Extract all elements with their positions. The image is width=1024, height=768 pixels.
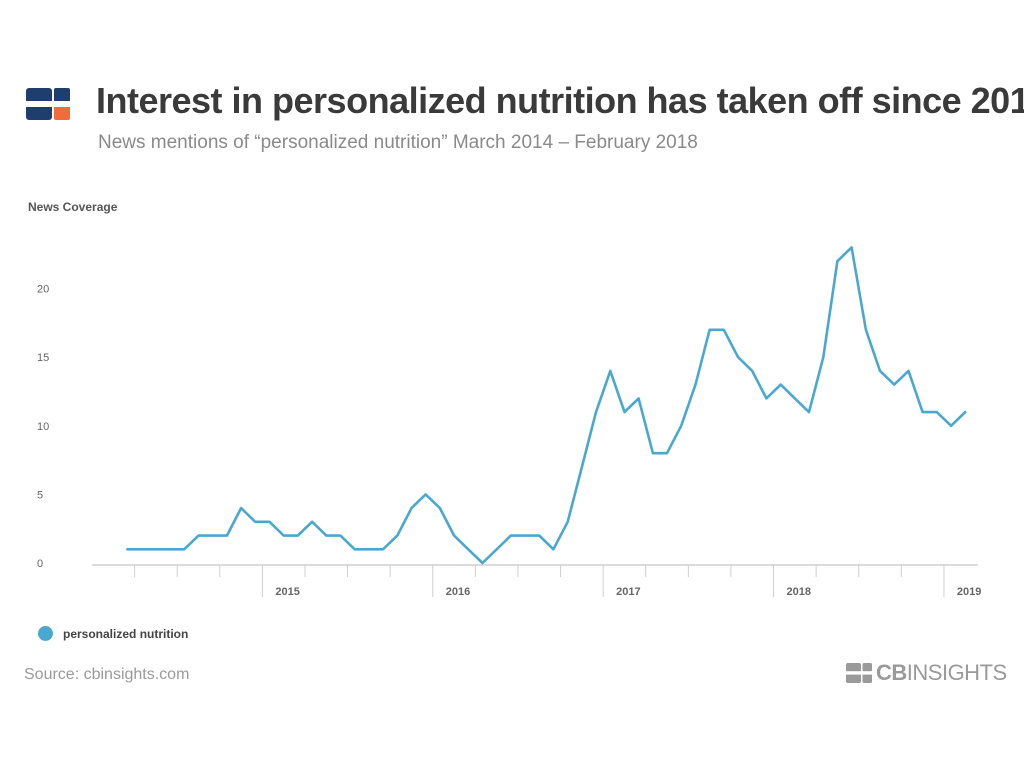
data-point[interactable]: [877, 368, 883, 374]
data-point[interactable]: [153, 546, 159, 552]
data-point[interactable]: [181, 546, 187, 552]
data-point[interactable]: [834, 258, 840, 264]
data-point[interactable]: [508, 533, 514, 539]
series-line-personalized-nutrition: [126, 246, 967, 565]
data-point[interactable]: [650, 450, 656, 456]
data-point[interactable]: [281, 533, 287, 539]
data-point[interactable]: [252, 519, 258, 525]
data-point[interactable]: [678, 423, 684, 429]
data-point[interactable]: [778, 382, 784, 388]
x-axis: 2015 2016 2017 2018 2019: [92, 564, 981, 598]
y-tick-label-20: 20: [37, 284, 49, 296]
data-point[interactable]: [735, 354, 741, 360]
y-tick-label-15: 15: [37, 352, 49, 364]
data-point[interactable]: [636, 395, 642, 401]
y-axis-label: News Coverage: [28, 200, 118, 214]
data-point[interactable]: [707, 327, 713, 333]
data-point[interactable]: [962, 409, 968, 415]
data-point[interactable]: [295, 533, 301, 539]
brand-wordmark-light: INSIGHTS: [906, 660, 1007, 685]
data-point[interactable]: [763, 395, 769, 401]
data-point[interactable]: [849, 244, 855, 250]
x-tick-label-2018: 2018: [787, 586, 811, 598]
data-point[interactable]: [863, 327, 869, 333]
data-point[interactable]: [380, 546, 386, 552]
data-point[interactable]: [167, 546, 173, 552]
data-point[interactable]: [891, 382, 897, 388]
series-group: [124, 244, 968, 566]
chart-title: Interest in personalized nutrition has t…: [96, 80, 1024, 121]
legend-label: personalized nutrition: [63, 626, 189, 641]
data-point[interactable]: [792, 395, 798, 401]
data-point[interactable]: [451, 533, 457, 539]
data-point[interactable]: [366, 546, 372, 552]
cb-insights-brand-icon: [846, 663, 872, 683]
source-text: Source: cbinsights.com: [24, 666, 190, 683]
data-point[interactable]: [337, 533, 343, 539]
data-point[interactable]: [465, 546, 471, 552]
x-tick-label-2017: 2017: [616, 586, 640, 598]
data-point[interactable]: [267, 519, 273, 525]
data-point[interactable]: [565, 519, 571, 525]
data-point[interactable]: [721, 327, 727, 333]
data-point[interactable]: [806, 409, 812, 415]
data-point[interactable]: [948, 423, 954, 429]
data-point[interactable]: [196, 533, 202, 539]
data-point[interactable]: [238, 505, 244, 511]
y-tick-label-0: 0: [37, 558, 43, 570]
data-point[interactable]: [394, 533, 400, 539]
data-point[interactable]: [536, 533, 542, 539]
logo-top-right-block: [54, 88, 70, 102]
data-point[interactable]: [224, 533, 230, 539]
data-point[interactable]: [622, 409, 628, 415]
logo-bottom-right-block: [54, 104, 70, 120]
data-point[interactable]: [352, 546, 358, 552]
chart-subtitle: News mentions of “personalized nutrition…: [98, 132, 698, 153]
data-point[interactable]: [437, 505, 443, 511]
y-tick-label-10: 10: [37, 421, 49, 433]
data-point[interactable]: [409, 505, 415, 511]
x-tick-label-2016: 2016: [446, 586, 470, 598]
data-point[interactable]: [522, 533, 528, 539]
brand-wordmark-bold: CB: [876, 660, 907, 685]
data-point[interactable]: [820, 354, 826, 360]
y-tick-label-5: 5: [37, 489, 43, 501]
legend[interactable]: personalized nutrition: [38, 626, 188, 641]
data-point[interactable]: [480, 560, 486, 566]
cb-insights-logo-icon: [26, 88, 70, 120]
data-point[interactable]: [749, 368, 755, 374]
x-tick-label-2015: 2015: [275, 586, 299, 598]
data-point[interactable]: [693, 382, 699, 388]
x-tick-label-2019: 2019: [957, 586, 981, 598]
data-point[interactable]: [593, 409, 599, 415]
data-point[interactable]: [550, 546, 556, 552]
data-point[interactable]: [323, 533, 329, 539]
brand-wordmark: CBINSIGHTS: [876, 660, 1007, 686]
data-point[interactable]: [906, 368, 912, 374]
data-point[interactable]: [139, 546, 145, 552]
data-point[interactable]: [934, 409, 940, 415]
data-point[interactable]: [210, 533, 216, 539]
data-point[interactable]: [579, 464, 585, 470]
data-point[interactable]: [664, 450, 670, 456]
cb-insights-brand: CBINSIGHTS: [846, 660, 1007, 686]
data-point[interactable]: [124, 546, 130, 552]
data-point[interactable]: [607, 368, 613, 374]
data-point[interactable]: [309, 519, 315, 525]
legend-marker: [38, 626, 53, 641]
data-point[interactable]: [920, 409, 926, 415]
data-point[interactable]: [423, 491, 429, 497]
y-axis-ticks: 0 5 10 15 20: [37, 284, 49, 570]
data-point[interactable]: [494, 546, 500, 552]
